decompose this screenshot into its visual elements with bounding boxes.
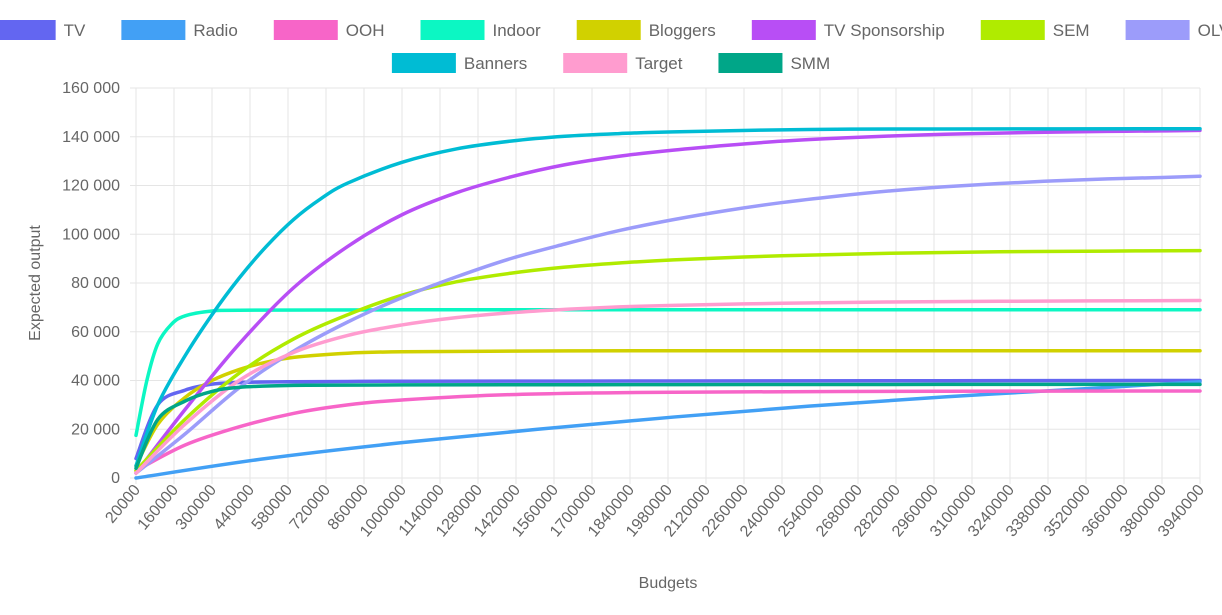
series-line-tv bbox=[134, 378, 1202, 461]
legend-item-bloggers[interactable]: Bloggers bbox=[576, 20, 716, 40]
series-line-ooh bbox=[134, 389, 1202, 473]
legend-label: SMM bbox=[790, 54, 830, 73]
legend-swatch bbox=[563, 53, 628, 73]
legend-item-smm[interactable]: SMM bbox=[718, 53, 830, 73]
legend-swatch bbox=[1125, 20, 1190, 40]
y-tick-label: 100 000 bbox=[62, 226, 120, 243]
y-tick-label: 120 000 bbox=[62, 178, 120, 195]
legend-swatch bbox=[576, 20, 641, 40]
legend-swatch bbox=[121, 20, 186, 40]
legend-label: OLV bbox=[1198, 21, 1222, 40]
grid bbox=[130, 87, 1201, 484]
legend-label: Bloggers bbox=[649, 21, 716, 40]
legend-label: Radio bbox=[193, 21, 237, 40]
series-line-target bbox=[134, 298, 1202, 475]
legend-swatch bbox=[751, 20, 816, 40]
legend-label: TV Sponsorship bbox=[824, 21, 945, 40]
legend-item-radio[interactable]: Radio bbox=[121, 20, 238, 40]
legend-label: Target bbox=[635, 54, 683, 73]
legend-item-indoor[interactable]: Indoor bbox=[420, 20, 542, 40]
y-tick-label: 140 000 bbox=[62, 129, 120, 146]
legend: TV Radio OOH Indoor Bloggers TV Sponsorship SE… bbox=[0, 20, 1222, 73]
x-axis-title: Budgets bbox=[639, 575, 698, 592]
legend-label: Indoor bbox=[493, 21, 542, 40]
x-tick-labels: 2000016000030000044000058000072000086000… bbox=[102, 482, 1208, 541]
series-line-banners bbox=[134, 126, 1202, 468]
y-axis-title: Expected output bbox=[27, 225, 44, 341]
legend-item-olv[interactable]: OLV bbox=[1125, 20, 1222, 40]
y-tick-label: 160 000 bbox=[62, 80, 120, 97]
legend-item-tv-sponsorship[interactable]: TV Sponsorship bbox=[751, 20, 945, 40]
legend-item-ooh[interactable]: OOH bbox=[273, 20, 385, 40]
legend-label: Banners bbox=[464, 54, 527, 73]
y-tick-label: 0 bbox=[111, 470, 120, 487]
legend-item-target[interactable]: Target bbox=[563, 53, 683, 73]
y-tick-label: 80 000 bbox=[71, 275, 120, 292]
series-line-tv-sponsorship bbox=[134, 128, 1202, 475]
legend-swatch bbox=[420, 20, 485, 40]
legend-swatch bbox=[0, 20, 56, 40]
legend-item-banners[interactable]: Banners bbox=[391, 53, 527, 73]
legend-label: OOH bbox=[346, 21, 385, 40]
y-tick-label: 40 000 bbox=[71, 373, 120, 390]
legend-label: SEM bbox=[1053, 21, 1090, 40]
legend-swatch bbox=[391, 53, 456, 73]
series-lines bbox=[134, 126, 1202, 480]
legend-swatch bbox=[718, 53, 783, 73]
series-line-olv bbox=[134, 174, 1202, 475]
series-line-smm bbox=[134, 382, 1202, 470]
legend-swatch bbox=[980, 20, 1045, 40]
series-line-bloggers bbox=[134, 348, 1202, 468]
y-tick-label: 60 000 bbox=[71, 324, 120, 341]
y-tick-labels: 0 20 000 40 000 60 000 80 000 100 000 120 000 1… bbox=[62, 80, 120, 487]
legend-swatch bbox=[273, 20, 338, 40]
legend-item-sem[interactable]: SEM bbox=[980, 20, 1090, 40]
y-tick-label: 20 000 bbox=[71, 421, 120, 438]
series-line-sem bbox=[134, 248, 1202, 473]
legend-item-tv[interactable]: TV bbox=[0, 20, 86, 40]
legend-label: TV bbox=[64, 21, 86, 40]
